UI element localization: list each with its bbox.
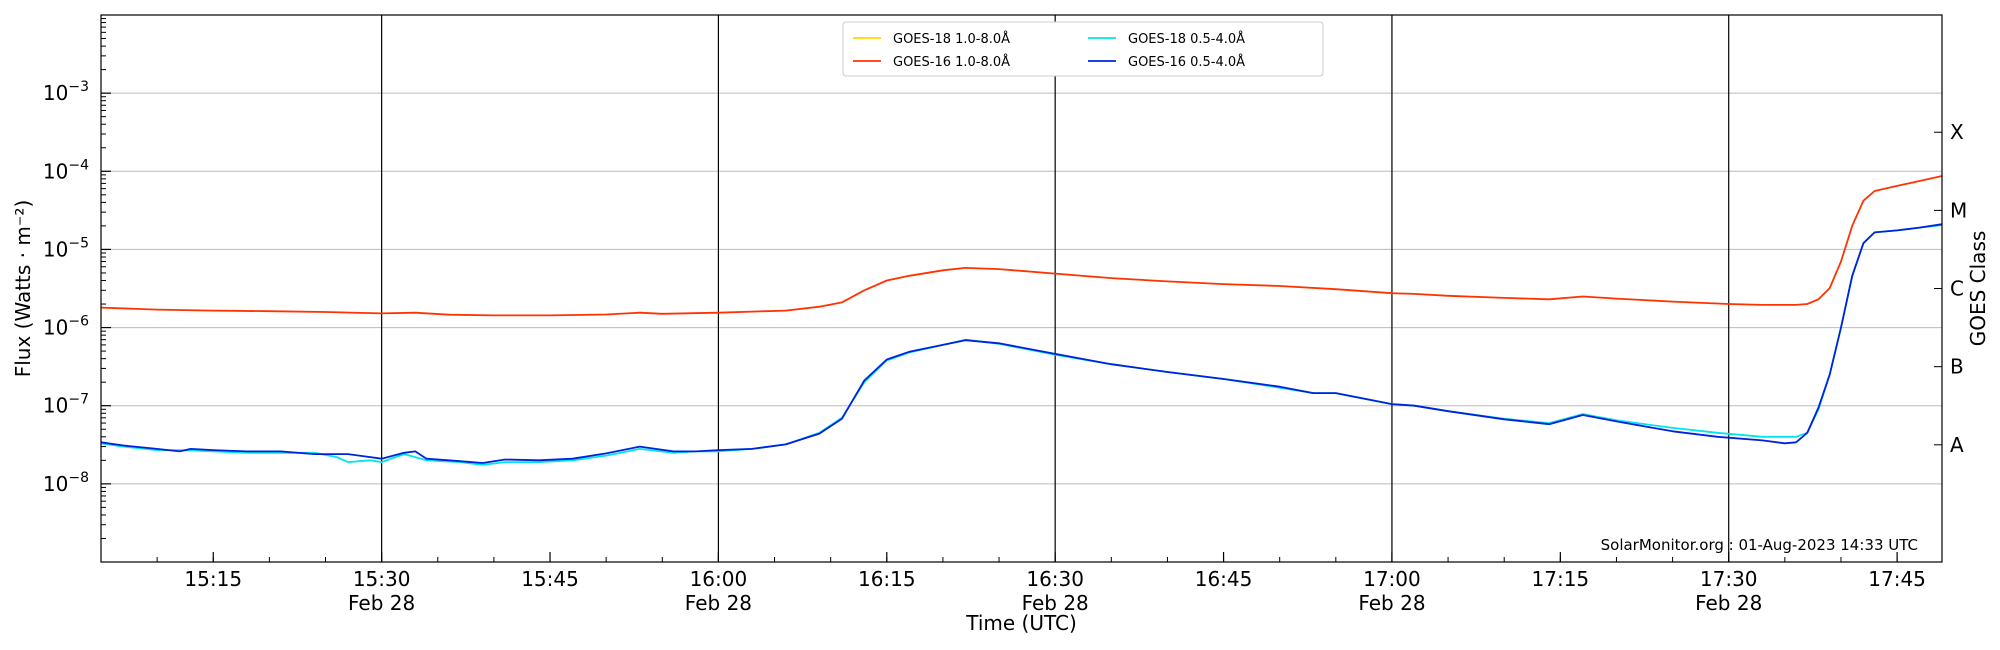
x-tick-label: 16:15: [858, 567, 916, 591]
y-tick-label: 10−7: [43, 392, 89, 418]
legend-label-0: GOES-18 1.0-8.0Å: [893, 31, 1010, 47]
right-axis-title: GOES Class: [1966, 231, 1990, 347]
y-axis-title: Flux (Watts · m⁻²): [11, 200, 35, 378]
series-line-1: [100, 224, 1943, 466]
goes-class-label-m: M: [1950, 198, 1967, 222]
goes-class-labels: A B C M X: [1934, 120, 1967, 457]
legend-label-3: GOES-16 0.5-4.0Å: [1128, 54, 1245, 70]
goes-class-label-b: B: [1950, 355, 1964, 379]
goes-class-label-c: C: [1950, 277, 1964, 301]
legend-label-2: GOES-16 1.0-8.0Å: [893, 54, 1010, 70]
legend: GOES-18 1.0-8.0Å GOES-16 1.0-8.0Å GOES-18 …: [842, 21, 1324, 77]
x-tick-date-label: Feb 28: [685, 591, 752, 615]
x-tick-label: 16:45: [1195, 567, 1253, 591]
x-tick-label: 17:30: [1700, 567, 1758, 591]
x-tick-label: 16:00: [690, 567, 748, 591]
day-separator-lines: [381, 15, 1730, 562]
x-tick-date-label: Feb 28: [1695, 591, 1762, 615]
x-tick-date-label: Feb 28: [1022, 591, 1089, 615]
series-line-2: [100, 175, 1943, 317]
x-tick-label: 17:45: [1868, 567, 1926, 591]
x-tick-date-label: Feb 28: [1358, 591, 1425, 615]
x-tick-label: 17:00: [1363, 567, 1421, 591]
legend-label-1: GOES-18 0.5-4.0Å: [1128, 31, 1245, 47]
goes-class-label-x: X: [1950, 120, 1964, 144]
x-tick-label: 15:45: [521, 567, 579, 591]
x-tick-label: 16:30: [1026, 567, 1084, 591]
x-tick-label: 15:15: [184, 567, 242, 591]
series-lines: [100, 175, 1943, 466]
y-tick-label: 10−4: [43, 157, 89, 183]
y-axis-ticks: 10−8 10−7 10−6 10−5 10−4 10−3: [43, 18, 111, 539]
goes-class-label-a: A: [1950, 433, 1964, 457]
x-tick-date-label: Feb 28: [348, 591, 415, 615]
x-tick-label: 17:15: [1532, 567, 1590, 591]
y-tick-label: 10−6: [43, 314, 89, 340]
plot-frame: [100, 14, 1943, 563]
legend-box: [842, 21, 1324, 77]
x-axis-title: Time (UTC): [965, 611, 1077, 635]
grid-lines: [101, 92, 1942, 485]
y-tick-label: 10−8: [43, 470, 89, 496]
y-tick-label: 10−3: [43, 79, 89, 105]
x-tick-label: 15:30: [353, 567, 411, 591]
series-line-3: [100, 223, 1943, 464]
y-tick-label: 10−5: [43, 235, 89, 261]
credit-text: SolarMonitor.org : 01-Aug-2023 14:33 UTC: [1601, 536, 1918, 554]
